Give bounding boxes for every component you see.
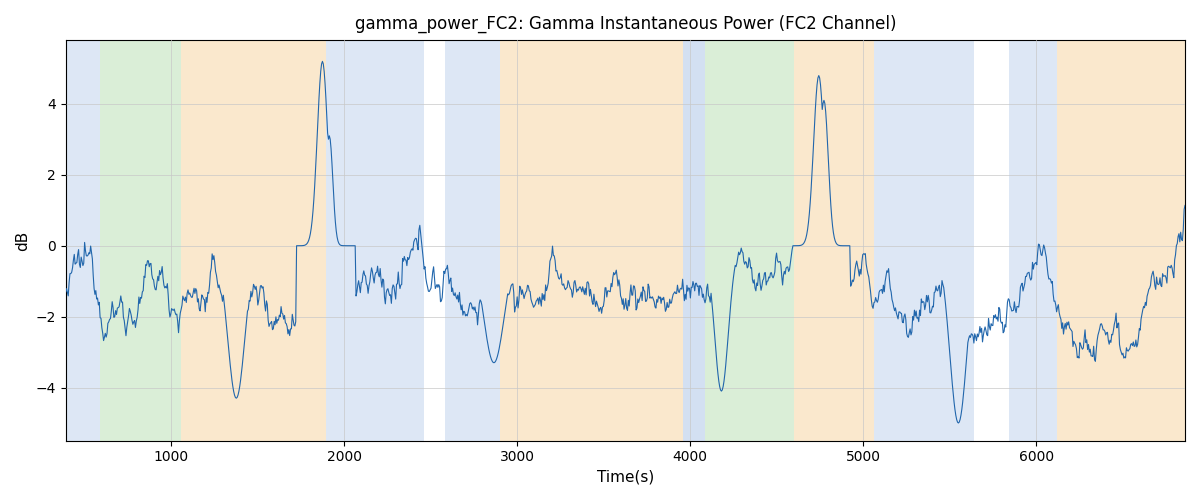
Bar <box>683 40 704 440</box>
Bar <box>500 40 683 440</box>
Bar <box>181 40 326 440</box>
Bar <box>326 40 424 440</box>
X-axis label: Time(s): Time(s) <box>596 470 654 485</box>
Bar <box>1008 40 1057 440</box>
Bar <box>1057 40 1186 440</box>
Title: gamma_power_FC2: Gamma Instantaneous Power (FC2 Channel): gamma_power_FC2: Gamma Instantaneous Pow… <box>354 15 896 34</box>
Bar <box>794 40 874 440</box>
Y-axis label: dB: dB <box>16 230 30 250</box>
Bar <box>704 40 794 440</box>
Bar <box>874 40 974 440</box>
Bar <box>444 40 500 440</box>
Bar <box>101 40 181 440</box>
Bar <box>66 40 101 440</box>
